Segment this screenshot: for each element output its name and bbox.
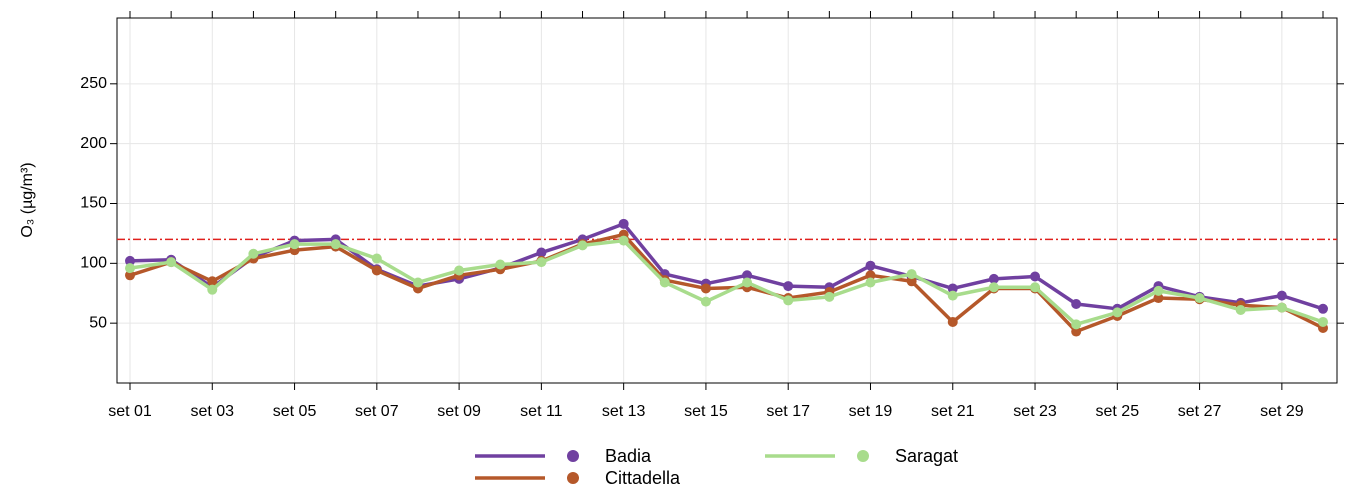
- x-tick-label: set 25: [1096, 403, 1140, 420]
- data-point: [454, 265, 465, 276]
- data-point: [289, 239, 300, 250]
- legend-dot: [567, 472, 579, 484]
- data-point: [536, 247, 547, 258]
- series-line: [129, 232, 1324, 334]
- data-point: [906, 269, 917, 280]
- y-tick-label: 100: [80, 255, 107, 272]
- data-point: [577, 240, 588, 251]
- data-point: [207, 284, 218, 295]
- data-point: [783, 281, 794, 292]
- x-tick-label: set 27: [1178, 403, 1222, 420]
- data-point: [1153, 293, 1164, 304]
- data-point: [988, 282, 999, 293]
- data-point: [1194, 293, 1205, 304]
- data-point: [865, 277, 876, 288]
- data-point: [700, 296, 711, 307]
- data-point: [166, 257, 177, 268]
- data-point: [618, 235, 629, 246]
- data-point: [125, 255, 135, 266]
- data-point: [1318, 316, 1328, 327]
- data-point: [700, 283, 711, 294]
- data-point: [1071, 299, 1082, 310]
- data-point: [1276, 290, 1287, 301]
- y-tick-label: 50: [89, 314, 107, 331]
- data-point: [412, 277, 423, 288]
- legend-dot: [567, 450, 579, 462]
- data-point: [330, 239, 341, 250]
- x-tick-label: set 19: [849, 403, 893, 420]
- legend-label: Badia: [605, 446, 652, 466]
- legend-label: Saragat: [895, 446, 958, 466]
- y-tick-label: 150: [80, 195, 107, 212]
- data-point: [248, 248, 259, 259]
- data-point: [865, 260, 876, 271]
- data-point: [371, 265, 382, 276]
- data-point: [1276, 302, 1287, 313]
- x-tick-label: set 05: [273, 403, 317, 420]
- x-tick-label: set 15: [684, 403, 728, 420]
- x-tick-label: set 17: [766, 403, 810, 420]
- series-line: [129, 222, 1324, 311]
- y-axis-label: O₃ (µg/m³): [19, 162, 36, 237]
- data-point: [1030, 271, 1041, 282]
- y-tick-label: 200: [80, 135, 107, 152]
- data-point: [1030, 282, 1041, 293]
- series-line: [129, 238, 1324, 327]
- x-tick-label: set 07: [355, 403, 399, 420]
- x-tick-label: set 11: [520, 403, 563, 420]
- data-point: [1153, 285, 1164, 296]
- data-point: [742, 270, 753, 281]
- data-point: [207, 276, 218, 287]
- x-tick-label: set 03: [190, 403, 234, 420]
- data-point: [659, 277, 670, 288]
- data-point: [125, 270, 135, 281]
- data-point: [906, 276, 917, 287]
- data-point: [1071, 319, 1082, 330]
- data-point: [1318, 303, 1328, 314]
- legend-label: Cittadella: [605, 468, 681, 488]
- data-point: [783, 295, 794, 306]
- data-point: [988, 273, 999, 284]
- data-point: [1112, 307, 1123, 318]
- x-tick-label: set 29: [1260, 403, 1304, 420]
- data-point: [495, 259, 506, 270]
- data-point: [742, 277, 753, 288]
- data-point: [947, 283, 958, 294]
- plot-frame: [116, 17, 1338, 384]
- data-point: [1071, 326, 1082, 337]
- legend-dot: [857, 450, 869, 462]
- y-tick-label: 250: [80, 75, 107, 92]
- x-tick-label: set 01: [108, 403, 152, 420]
- x-tick-label: set 21: [931, 403, 975, 420]
- data-point: [618, 218, 629, 229]
- data-point: [947, 290, 958, 301]
- data-point: [947, 316, 958, 327]
- data-point: [536, 257, 547, 268]
- data-point: [371, 253, 382, 264]
- data-point: [1235, 305, 1246, 315]
- x-tick-label: set 13: [602, 403, 646, 420]
- x-tick-label: set 23: [1013, 403, 1057, 420]
- data-point: [125, 263, 135, 274]
- x-tick-label: set 09: [437, 403, 481, 420]
- data-point: [824, 291, 835, 302]
- data-point: [865, 270, 876, 281]
